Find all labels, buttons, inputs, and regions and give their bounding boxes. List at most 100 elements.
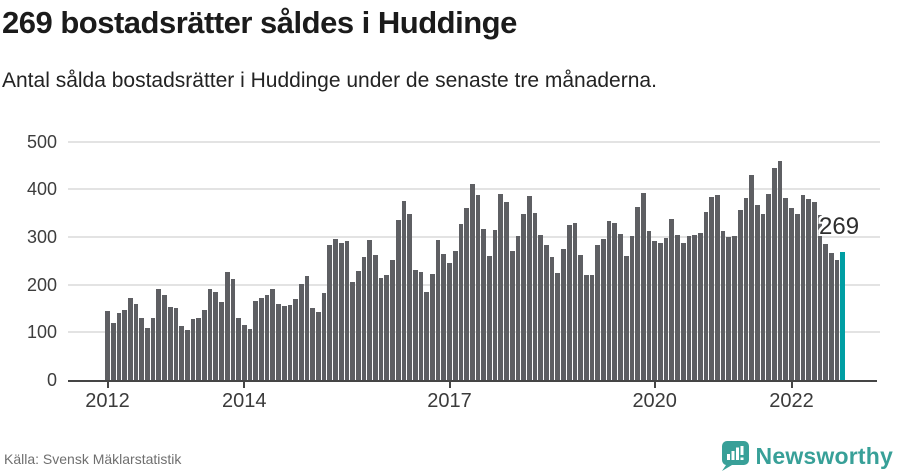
bar <box>595 245 601 380</box>
bar <box>447 262 452 380</box>
bar <box>606 220 612 380</box>
bar <box>435 240 441 380</box>
bar <box>333 238 338 380</box>
bar <box>703 212 709 380</box>
bar <box>583 274 589 380</box>
bar <box>133 304 139 380</box>
bar <box>184 330 190 380</box>
bar <box>407 213 412 380</box>
bar <box>219 301 224 380</box>
bar <box>817 215 823 380</box>
bar <box>281 306 287 380</box>
bar <box>555 272 561 380</box>
bar <box>521 214 526 380</box>
bar <box>259 297 264 380</box>
bar <box>418 272 424 380</box>
newsworthy-logo-text: Newsworthy <box>755 442 893 469</box>
x-tick-2012 <box>106 382 109 388</box>
bar <box>806 198 811 380</box>
bar <box>783 197 789 380</box>
bar <box>316 311 321 380</box>
bar <box>720 231 726 380</box>
bar <box>304 275 310 380</box>
bar <box>458 223 464 380</box>
bar <box>390 260 395 380</box>
bar <box>202 309 207 380</box>
highlighted-bar <box>840 251 846 380</box>
bar <box>367 240 373 380</box>
y-axis-label-200: 200 <box>26 274 57 295</box>
chart-subtitle: Antal sålda bostadsrätter i Huddinge und… <box>2 69 657 92</box>
bar <box>515 236 521 380</box>
bar <box>430 273 435 380</box>
bar <box>498 193 504 380</box>
y-axis-label-500: 500 <box>26 131 57 152</box>
x-tick-2020 <box>653 382 656 388</box>
bar <box>384 274 390 380</box>
bar <box>601 238 606 380</box>
bar <box>179 326 184 380</box>
bar <box>658 243 663 380</box>
bar <box>298 284 304 380</box>
bar <box>247 329 253 380</box>
x-axis-label-2020: 2020 <box>632 390 677 412</box>
gridline-500 <box>68 140 880 143</box>
bar <box>561 248 566 380</box>
bar <box>726 236 732 380</box>
source-caption: Källa: Svensk Mäklarstatistik <box>4 451 182 467</box>
bar <box>127 297 133 380</box>
bar <box>680 242 686 380</box>
newsworthy-logo-icon <box>721 441 749 471</box>
bar <box>327 244 333 380</box>
y-axis-label-100: 100 <box>26 322 57 343</box>
bar <box>150 317 156 380</box>
bar <box>834 260 840 380</box>
bar <box>732 236 737 380</box>
bar <box>487 255 492 380</box>
bar <box>344 240 350 380</box>
bar <box>156 288 162 380</box>
bar <box>213 292 219 380</box>
bar <box>578 255 583 380</box>
bar <box>760 214 766 380</box>
bar <box>652 240 658 380</box>
x-axis-label-2014: 2014 <box>222 390 267 412</box>
bar <box>116 313 122 380</box>
bar <box>122 310 127 380</box>
bar <box>504 202 509 380</box>
bar <box>772 167 777 380</box>
bar <box>686 236 692 380</box>
bar <box>829 253 834 380</box>
bar <box>412 270 418 380</box>
bar <box>777 160 783 380</box>
bar <box>715 194 720 380</box>
bar <box>811 201 817 380</box>
bar <box>395 220 401 380</box>
bar <box>544 245 549 380</box>
bar <box>441 253 447 380</box>
bar <box>236 318 241 380</box>
bar <box>589 275 595 380</box>
bar <box>355 271 361 380</box>
bar <box>526 196 532 380</box>
bar <box>709 196 715 380</box>
bar <box>823 243 829 380</box>
y-axis-label-400: 400 <box>26 179 57 200</box>
bar <box>224 271 230 380</box>
bar <box>492 230 498 380</box>
bar <box>800 194 806 380</box>
bar <box>350 281 355 380</box>
bar <box>139 317 145 380</box>
x-tick-2014 <box>243 382 246 388</box>
x-axis-label-2022: 2022 <box>769 390 814 412</box>
bar <box>241 325 247 380</box>
bar <box>361 256 367 380</box>
bar <box>549 257 555 380</box>
bar <box>646 230 652 380</box>
bar <box>640 193 646 380</box>
bar <box>692 234 697 380</box>
bar <box>452 250 458 380</box>
bar-chart-plot-area: 0 100 200 300 400 500 2012 2014 2017 2020 2022 <box>26 131 880 412</box>
bar <box>794 213 800 380</box>
x-tick-2022 <box>790 382 793 388</box>
